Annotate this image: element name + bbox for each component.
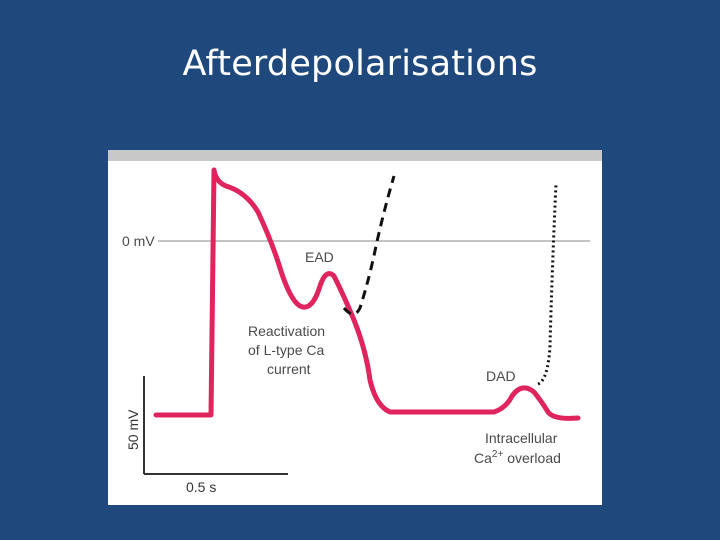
zero-mv-label: 0 mV bbox=[122, 233, 155, 249]
dad-dotted-trace bbox=[537, 183, 558, 386]
ead-caption-line-2: of L-type Ca bbox=[248, 342, 324, 358]
scale-y-label: 50 mV bbox=[125, 409, 141, 450]
ead-label: EAD bbox=[305, 249, 334, 265]
dad-caption-superscript: 2+ bbox=[492, 449, 504, 460]
scale-x-label: 0.5 s bbox=[186, 479, 216, 495]
figure-top-bar bbox=[108, 150, 602, 161]
dad-label: DAD bbox=[486, 368, 516, 384]
ead-caption-line-1: Reactivation bbox=[248, 323, 325, 339]
slide-title: Afterdepolarisations bbox=[182, 44, 538, 84]
action-potential-trace bbox=[153, 167, 581, 421]
ead-dashed-trace bbox=[342, 175, 396, 316]
dad-caption-line-1: Intracellular bbox=[485, 430, 558, 446]
action-potential-diagram: 0 mV EAD Reactivation of L-type Ca curre… bbox=[122, 167, 590, 495]
dad-caption-ca: Ca bbox=[474, 450, 492, 466]
action-potential-figure: 0 mV EAD Reactivation of L-type Ca curre… bbox=[108, 150, 602, 505]
ead-caption-line-3: current bbox=[267, 361, 311, 377]
dad-caption-line-2: Ca2+ overload bbox=[474, 449, 561, 466]
dad-caption-overload: overload bbox=[503, 450, 561, 466]
